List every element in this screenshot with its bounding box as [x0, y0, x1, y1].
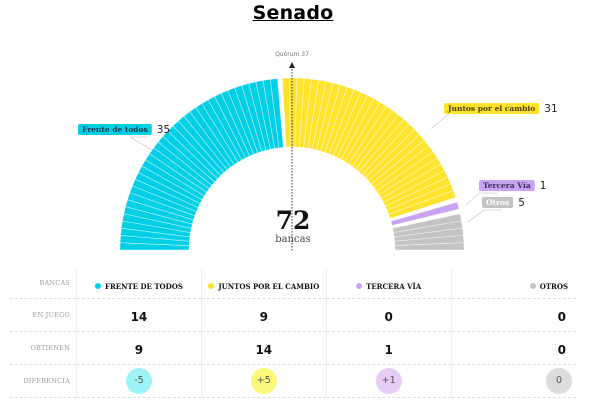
party-dot-icon	[356, 282, 363, 289]
party-dot-icon	[95, 282, 101, 289]
quorum-marker: Quórum 37	[275, 51, 309, 252]
difference-badge: +5	[250, 368, 277, 394]
svg-text:Juntos por el cambio: Juntos por el cambio	[447, 104, 535, 113]
cell-value: 14	[130, 309, 148, 324]
cell-value: 9	[134, 342, 144, 357]
cell-value: 0	[384, 309, 393, 324]
seat	[388, 190, 457, 219]
leader-line	[465, 192, 497, 206]
column-header-frente-de-todos: FRENTE DE TODOS	[76, 268, 202, 299]
table-row: DIFERENCIA -5 +5 +1 0	[10, 364, 576, 398]
cell-value: 0	[557, 309, 566, 324]
difference-badge: -5	[125, 368, 152, 394]
party-label: Otros 5	[482, 197, 525, 209]
seat-count: 31	[544, 103, 557, 115]
svg-text:Otros: Otros	[486, 198, 509, 207]
total-seats-number: 72	[275, 206, 311, 235]
cell-value: 14	[255, 342, 273, 357]
table-header-row: BANCAS FRENTE DE TODOS JUNTOS POR EL CAM…	[10, 268, 576, 299]
cell-value: 1	[384, 342, 393, 357]
results-table: BANCAS FRENTE DE TODOS JUNTOS POR EL CAM…	[10, 268, 576, 398]
party-label: Frente de todos 35	[78, 124, 170, 136]
table-row: OBTIENEN 9 14 1 0	[10, 331, 576, 365]
row-label: BANCAS	[10, 268, 77, 299]
difference-badge: +1	[375, 368, 402, 394]
quorum-label: Quórum 37	[275, 51, 309, 58]
seat-count: 1	[540, 180, 547, 192]
cell-value: 9	[259, 309, 268, 324]
seat	[394, 242, 465, 251]
seat-count: 35	[157, 124, 170, 136]
total-seats: 72 bancas	[243, 206, 343, 246]
svg-text:Frente de todos: Frente de todos	[82, 125, 148, 134]
svg-text:Tercera Vía: Tercera Vía	[483, 181, 531, 190]
column-header-tercera-via: TERCERA VÍA	[326, 268, 452, 299]
row-label: OBTIENEN	[10, 331, 77, 365]
total-seats-label: bancas	[275, 234, 311, 245]
difference-badge: 0	[546, 368, 572, 394]
leader-line	[128, 136, 153, 151]
column-header-otros: OTROS	[451, 268, 576, 299]
hemicycle-chart: Quórum 37 Frente de todos 35 Juntos por el…	[78, 51, 558, 252]
party-label: Juntos por el cambio 31	[444, 103, 558, 115]
page-title: Senado	[252, 2, 334, 24]
party-dot-icon	[208, 282, 215, 289]
seat-count: 5	[518, 197, 525, 209]
party-labels: Frente de todos 35 Juntos por el cambio 31 T…	[78, 103, 558, 223]
seat	[269, 78, 284, 149]
row-label: EN JUEGO	[10, 298, 77, 332]
seat	[390, 201, 460, 226]
leader-line	[467, 209, 502, 223]
seat	[281, 77, 291, 148]
table-row: EN JUEGO 14 9 0 0	[10, 298, 576, 332]
cell-value: 0	[557, 342, 566, 357]
column-header-juntos-por-el-cambio: JUNTOS POR EL CAMBIO	[201, 268, 327, 299]
seat-segments	[119, 77, 465, 251]
arrow-up-icon	[289, 62, 295, 68]
party-label: Tercera Vía 1	[479, 180, 546, 192]
row-label: DIFERENCIA	[10, 364, 77, 398]
party-dot-icon	[529, 282, 536, 289]
leader-line	[431, 112, 468, 129]
